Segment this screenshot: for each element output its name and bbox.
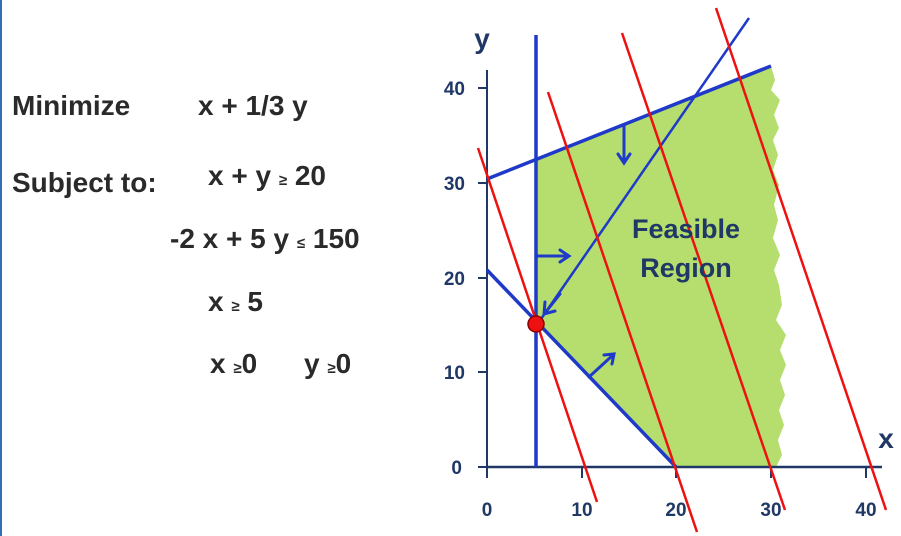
constraint-2-lhs: -2 x + 5 y [170,223,290,254]
constraint-2-relation: ≤ [296,235,306,252]
arrow-down-icon [616,124,632,166]
constraint-1-relation: ≥ [278,172,288,189]
objective-line-3 [620,32,787,511]
constraint-2: -2 x + 5 y ≤ 150 [170,223,360,255]
y-axis-label: y [474,23,490,54]
arrow-up-right-icon [587,352,616,379]
nonneg-x-rhs: 0 [241,348,258,379]
constraint-3: x ≥ 5 [208,286,263,318]
x-tick-label-30: 30 [760,500,781,521]
constraint-3-rhs: 5 [247,286,263,317]
optimal-point [527,315,545,333]
x-tick-label-40: 40 [855,500,876,521]
nonneg-y-relation: ≥ [327,360,336,377]
constraint-1-lhs: x + y [208,160,272,191]
nonneg-y-rhs: 0 [335,348,352,379]
nonneg-y-lhs: y [304,348,320,379]
nonneg-y: y ≥0 [304,348,351,380]
x-tick-label-0: 0 [482,500,493,521]
constraint-3-lhs: x [208,286,224,317]
feasible-direction-arrows [534,124,632,379]
x-tick-label-10: 10 [571,500,592,521]
y-tick-label-10: 10 [444,363,465,384]
y-tick-label-40: 40 [444,79,465,100]
x-axis-label: x [878,423,894,454]
arrow-right-icon [534,248,572,264]
objective-expression: x + 1/3 y [198,90,308,121]
y-tick-label-0: 0 [451,458,462,479]
nonneg-x: x ≥0 [210,348,257,380]
nonneg-x-relation: ≥ [233,360,242,377]
constraint-2-rhs: 150 [312,223,360,254]
nonneg-x-lhs: x [210,348,226,379]
y-tick-label-30: 30 [444,174,465,195]
objective-label: Minimize [12,90,131,121]
objective-line-2 [546,91,699,533]
objective-line-4 [714,7,888,511]
constraint-1: x + y ≥ 20 [208,160,326,192]
constraint-3-relation: ≥ [231,298,240,315]
y-axis-ticks [478,87,487,468]
constraints-label: Subject to: [12,167,157,198]
constraint-1-rhs: 20 [294,160,327,191]
arrow-down-left-icon [542,292,562,317]
y-tick-label-20: 20 [444,269,465,290]
objective-direction-line [539,17,751,320]
slide-left-border [0,0,2,536]
feasible-region-label-line2: Region [640,253,732,283]
constraint-line-x-plus-y [485,268,678,469]
x-tick-label-20: 20 [665,500,686,521]
feasible-region-label-line1: Feasible [632,214,740,244]
